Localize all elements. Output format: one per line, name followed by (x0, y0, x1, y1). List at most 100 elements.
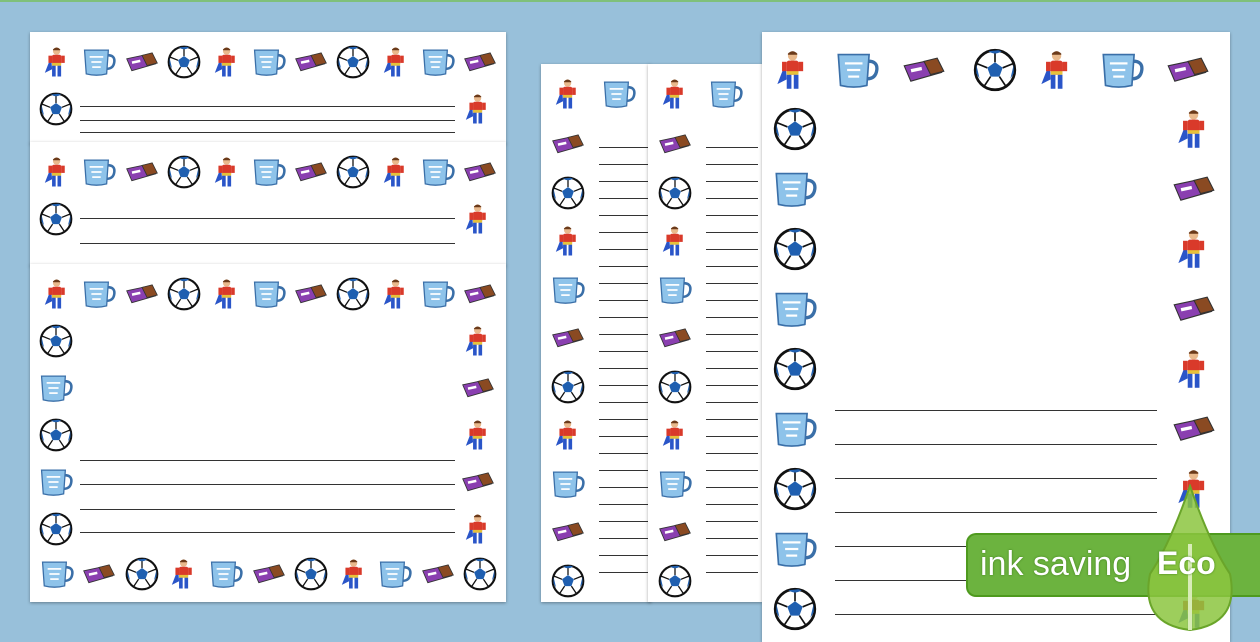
chocolate-bar-icon (125, 162, 159, 182)
chocolate-bar-icon (551, 522, 585, 542)
mug-icon (82, 155, 116, 189)
football-icon (39, 92, 73, 126)
writing-line (835, 512, 1157, 513)
landscape-sheet-2 (30, 142, 506, 266)
superhero-icon (43, 155, 70, 189)
superhero-icon (554, 77, 581, 111)
writing-line (706, 283, 758, 284)
writing-line (706, 198, 758, 199)
writing-line (599, 249, 651, 250)
football-icon (773, 467, 817, 511)
football-icon (294, 557, 328, 591)
chocolate-bar-icon (1166, 57, 1210, 83)
chocolate-bar-icon (294, 52, 328, 72)
writing-line (599, 385, 651, 386)
writing-line (599, 555, 651, 556)
mug-icon (39, 465, 73, 499)
superhero-icon (340, 557, 367, 591)
mug-icon (773, 527, 817, 571)
portrait-sheet-narrow-1 (541, 64, 651, 602)
superhero-icon (464, 512, 491, 546)
mug-icon (421, 155, 455, 189)
writing-line (706, 538, 758, 539)
writing-line (599, 317, 651, 318)
writing-line (706, 402, 758, 403)
writing-line (706, 470, 758, 471)
football-icon (167, 277, 201, 311)
chocolate-bar-icon (551, 134, 585, 154)
football-icon (39, 418, 73, 452)
superhero-icon (382, 45, 409, 79)
chocolate-bar-icon (461, 472, 495, 492)
football-icon (773, 227, 817, 271)
writing-line (835, 614, 1157, 615)
writing-line (80, 132, 455, 133)
writing-line (706, 147, 758, 148)
writing-line (599, 351, 651, 352)
chocolate-bar-icon (463, 52, 497, 72)
writing-line (599, 283, 651, 284)
writing-line (599, 436, 651, 437)
writing-line (706, 436, 758, 437)
writing-line (599, 572, 651, 573)
mug-icon (209, 557, 243, 591)
chocolate-bar-icon (461, 378, 495, 398)
football-icon (167, 45, 201, 79)
mug-icon (82, 277, 116, 311)
superhero-icon (661, 418, 688, 452)
chocolate-bar-icon (463, 284, 497, 304)
mug-icon (773, 407, 817, 451)
writing-line (599, 198, 651, 199)
writing-line (599, 181, 651, 182)
portrait-sheet-narrow-2 (648, 64, 762, 602)
football-icon (39, 202, 73, 236)
writing-line (706, 521, 758, 522)
football-icon (551, 176, 585, 210)
football-icon (463, 557, 497, 591)
football-icon (551, 564, 585, 598)
writing-line (80, 218, 455, 219)
writing-line (80, 484, 455, 485)
writing-line (706, 487, 758, 488)
writing-line (599, 402, 651, 403)
superhero-icon (661, 77, 688, 111)
writing-line (80, 460, 455, 461)
mug-icon (421, 45, 455, 79)
chocolate-bar-icon (125, 284, 159, 304)
football-icon (39, 324, 73, 358)
football-icon (773, 587, 817, 631)
chocolate-bar-icon (1172, 416, 1216, 442)
superhero-icon (775, 48, 810, 92)
football-icon (125, 557, 159, 591)
superhero-icon (1176, 347, 1211, 391)
mug-icon (378, 557, 412, 591)
football-icon (336, 155, 370, 189)
writing-line (599, 368, 651, 369)
football-icon (973, 48, 1017, 92)
football-icon (658, 176, 692, 210)
mug-icon (551, 273, 585, 307)
superhero-icon (213, 277, 240, 311)
superhero-icon (464, 92, 491, 126)
chocolate-bar-icon (1172, 296, 1216, 322)
mug-icon (773, 167, 817, 211)
chocolate-bar-icon (551, 328, 585, 348)
writing-line (706, 385, 758, 386)
superhero-icon (464, 202, 491, 236)
football-icon (167, 155, 201, 189)
superhero-icon (464, 418, 491, 452)
writing-line (599, 453, 651, 454)
superhero-icon (661, 224, 688, 258)
writing-line (706, 215, 758, 216)
writing-line (835, 410, 1157, 411)
superhero-icon (1039, 48, 1074, 92)
writing-line (706, 368, 758, 369)
mug-icon (252, 277, 286, 311)
football-icon (39, 512, 73, 546)
chocolate-bar-icon (252, 564, 286, 584)
mug-icon (252, 45, 286, 79)
mug-icon (602, 77, 636, 111)
football-icon (336, 277, 370, 311)
mug-icon (421, 277, 455, 311)
writing-line (706, 266, 758, 267)
